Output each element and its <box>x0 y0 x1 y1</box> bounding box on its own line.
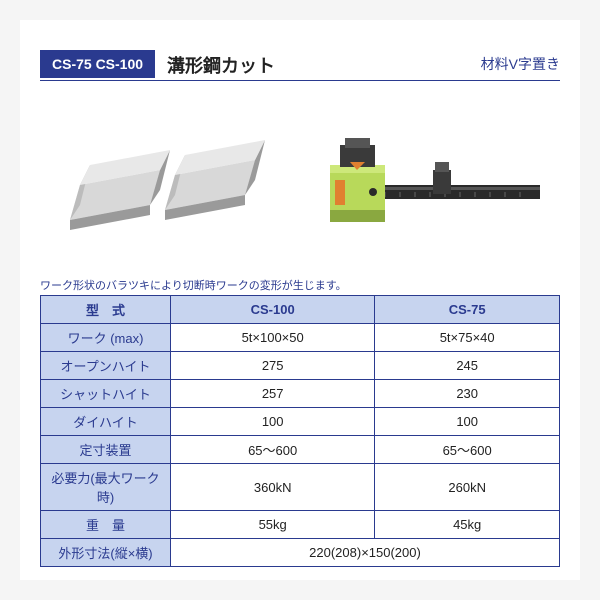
row-value: 65～600 <box>375 436 560 464</box>
table-header: 型 式CS-100CS-75 <box>41 296 560 324</box>
row-label: オープンハイト <box>41 352 171 380</box>
row-value: 260kN <box>375 464 560 511</box>
row-value: 245 <box>375 352 560 380</box>
product-card: CS-75 CS-100 溝形鋼カット 材料V字置き <box>20 20 580 580</box>
table-row: オープンハイト275245 <box>41 352 560 380</box>
row-value: 275 <box>171 352 375 380</box>
table-column-header: CS-100 <box>171 296 375 324</box>
subtitle: 材料V字置き <box>481 54 560 78</box>
table-row: 必要力(最大ワーク時)360kN260kN <box>41 464 560 511</box>
row-value: 220(208)×150(200) <box>171 539 560 567</box>
table-row: ワーク (max)5t×100×505t×75×40 <box>41 324 560 352</box>
row-label: ダイハイト <box>41 408 171 436</box>
row-label: 必要力(最大ワーク時) <box>41 464 171 511</box>
spec-table: 型 式CS-100CS-75 ワーク (max)5t×100×505t×75×4… <box>40 295 560 567</box>
table-row: 定寸装置65～60065～600 <box>41 436 560 464</box>
header: CS-75 CS-100 溝形鋼カット 材料V字置き <box>40 50 560 81</box>
row-label: 定寸装置 <box>41 436 171 464</box>
row-value: 100 <box>375 408 560 436</box>
table-column-header: 型 式 <box>41 296 171 324</box>
table-row: 重 量55kg45kg <box>41 511 560 539</box>
row-label: ワーク (max) <box>41 324 171 352</box>
row-value: 45kg <box>375 511 560 539</box>
row-value: 5t×75×40 <box>375 324 560 352</box>
table-row: 外形寸法(縦×横)220(208)×150(200) <box>41 539 560 567</box>
table-note: ワーク形状のバラツキにより切断時ワークの変形が生じます。 <box>40 277 560 293</box>
row-value: 360kN <box>171 464 375 511</box>
machine-illustration <box>315 110 545 260</box>
row-value: 100 <box>171 408 375 436</box>
row-label: 重 量 <box>41 511 171 539</box>
row-value: 65～600 <box>171 436 375 464</box>
row-value: 257 <box>171 380 375 408</box>
row-label: シャットハイト <box>41 380 171 408</box>
model-badge: CS-75 CS-100 <box>40 50 155 78</box>
table-body: ワーク (max)5t×100×505t×75×40オープンハイト275245シ… <box>41 324 560 567</box>
row-value: 5t×100×50 <box>171 324 375 352</box>
table-row: ダイハイト100100 <box>41 408 560 436</box>
table-row: シャットハイト257230 <box>41 380 560 408</box>
page-title: 溝形鋼カット <box>167 52 469 78</box>
row-value: 230 <box>375 380 560 408</box>
table-column-header: CS-75 <box>375 296 560 324</box>
row-value: 55kg <box>171 511 375 539</box>
row-label: 外形寸法(縦×横) <box>41 539 171 567</box>
channel-steel-illustration <box>55 110 285 260</box>
image-row <box>40 105 560 265</box>
